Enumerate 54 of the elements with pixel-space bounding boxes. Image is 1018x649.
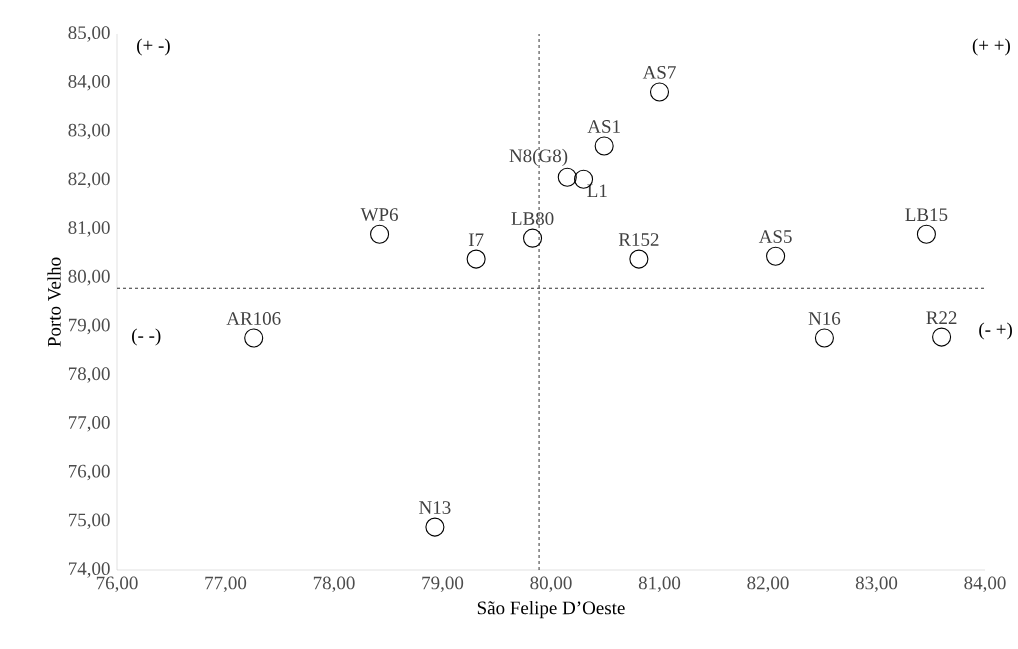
y-tick-label: 74,00 [68,562,110,578]
point [649,82,670,102]
x-tick-label: 82,00 [747,576,789,593]
y-tick-label: 83,00 [68,123,110,140]
point [814,328,834,348]
x-tick-label: 77,00 [205,576,247,593]
data-label: N8(G8) [509,148,568,167]
x-tick-label: 81,00 [638,576,681,593]
point [932,327,952,347]
annotation: (- +) [979,322,1012,340]
data-label: LB80 [511,212,554,225]
y-tick-label: 85,00 [68,26,110,42]
y-tick-label: 75,00 [68,513,110,530]
point [466,249,486,269]
y-tick-label: 77,00 [68,416,110,432]
x-tick-label: 83,00 [855,576,898,593]
point [244,328,264,348]
y-axis-title: Porto Velho [47,257,61,347]
x-tick-label: 76,00 [96,576,138,593]
y-tick-label: 82,00 [68,172,110,188]
annotation: (+ -) [137,38,170,56]
data-label: I7 [468,233,484,246]
y-tick-label: 79,00 [68,318,110,335]
data-label: LB15 [905,208,948,222]
y-tick-label: 80,00 [68,269,110,286]
x-tick-label: 78,00 [313,576,355,593]
data-label: AS1 [587,120,620,133]
data-label: WP6 [360,208,398,222]
data-label: N16 [808,312,841,325]
point [629,249,649,269]
point [523,228,543,248]
point [370,224,390,244]
y-tick-label: 76,00 [68,464,110,481]
point [594,136,614,156]
point [425,517,445,537]
x-tick-label: 79,00 [422,576,464,593]
x-tick-label: 80,00 [530,576,572,593]
x-tick-label: 84,00 [964,576,1006,593]
data-label: L1 [587,184,607,197]
data-label: N13 [419,501,451,514]
y-tick-label: 81,00 [68,221,110,237]
data-label: AS7 [642,66,676,79]
point [916,224,936,244]
y-tick-label: 84,00 [68,74,110,91]
data-label: AS5 [758,230,792,243]
x-axis-title: São Felipe D’Oeste [477,600,625,619]
y-tick-label: 78,00 [68,367,110,383]
point [766,246,786,266]
data-label: AR106 [226,312,281,325]
annotation: (+ +) [972,38,1010,56]
data-label: R152 [618,233,659,246]
data-label: R22 [926,311,957,324]
point [557,167,577,187]
annotation: (- -) [132,328,161,346]
